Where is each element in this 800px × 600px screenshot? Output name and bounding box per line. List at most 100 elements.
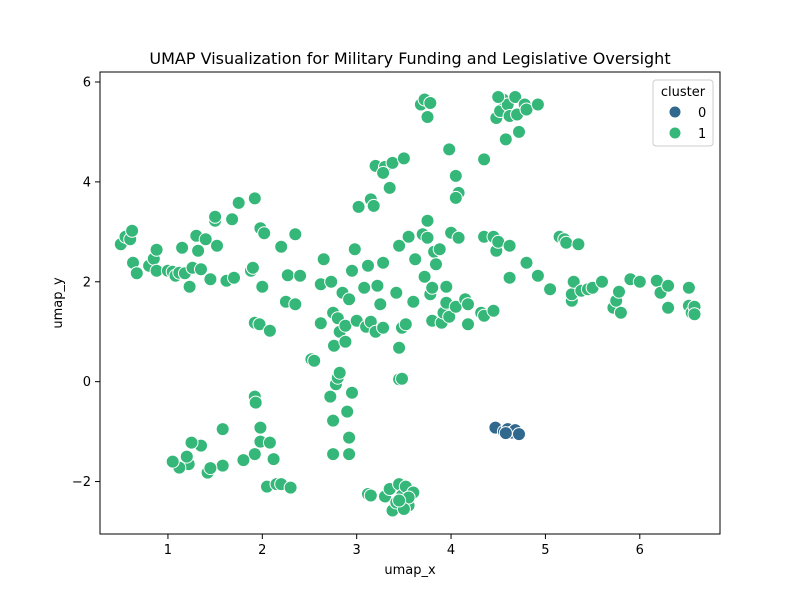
point-cluster-1-67 (366, 198, 381, 213)
legend-marker-0 (668, 105, 682, 119)
point-cluster-1-31 (245, 260, 260, 275)
point-cluster-1-141 (681, 280, 696, 295)
point-cluster-1-140 (661, 300, 676, 315)
point-cluster-1-115 (502, 238, 517, 253)
point-cluster-1-14 (175, 240, 190, 255)
point-cluster-1-80 (392, 238, 407, 253)
point-cluster-1-160 (508, 90, 523, 104)
point-cluster-1-49 (324, 274, 339, 289)
point-cluster-1-82 (396, 151, 411, 166)
point-cluster-1-39 (274, 239, 289, 254)
point-cluster-1-20 (194, 262, 208, 277)
point-cluster-1-89 (420, 213, 435, 228)
point-cluster-1-130 (595, 274, 609, 289)
point-cluster-1-173 (326, 413, 341, 428)
point-cluster-1-148 (448, 168, 463, 183)
point-cluster-0-6 (498, 426, 513, 441)
point-cluster-1-21 (198, 232, 213, 247)
point-cluster-1-112 (486, 303, 501, 318)
point-cluster-1-8 (149, 242, 164, 257)
x-tick-label-6: 6 (636, 543, 644, 558)
point-cluster-1-75 (376, 165, 391, 180)
point-cluster-1-22 (203, 272, 218, 287)
point-cluster-1-16 (182, 279, 197, 294)
point-cluster-1-172 (323, 389, 338, 404)
point-cluster-1-125 (566, 274, 581, 289)
point-cluster-1-196 (203, 461, 218, 476)
point-cluster-1-41 (280, 268, 295, 283)
point-cluster-1-117 (519, 255, 534, 270)
point-cluster-1-25 (210, 238, 224, 253)
legend-marker-1 (668, 126, 682, 140)
legend-box (652, 79, 714, 147)
point-cluster-1-166 (530, 97, 545, 112)
x-tick-label-3: 3 (353, 543, 361, 558)
point-cluster-1-167 (491, 90, 506, 104)
point-cluster-1-59 (347, 242, 362, 257)
point-cluster-1-37 (252, 317, 267, 332)
point-cluster-1-133 (612, 284, 626, 299)
x-tick-label-1: 1 (164, 543, 172, 558)
point-cluster-1-92 (425, 280, 440, 295)
point-cluster-1-145 (687, 307, 702, 322)
point-cluster-1-185 (262, 435, 277, 450)
point-cluster-1-139 (661, 278, 676, 293)
point-cluster-1-200 (179, 449, 194, 464)
point-cluster-1-187 (266, 452, 281, 467)
point-cluster-1-119 (543, 282, 558, 297)
point-cluster-1-72 (376, 255, 391, 270)
point-cluster-1-24 (208, 209, 223, 224)
point-cluster-1-198 (184, 435, 199, 450)
point-cluster-1-35 (255, 279, 270, 294)
x-axis-label: umap_x (384, 563, 436, 578)
point-cluster-1-58 (345, 263, 359, 278)
point-cluster-1-56 (338, 334, 353, 349)
point-cluster-1-43 (288, 297, 303, 312)
x-tick-label-4: 4 (447, 543, 455, 558)
point-cluster-1-191 (283, 480, 298, 495)
x-tick-label-2: 2 (258, 543, 266, 558)
point-cluster-1-38 (262, 323, 277, 338)
point-cluster-1-86 (408, 252, 423, 267)
point-cluster-1-101 (442, 309, 457, 324)
point-cluster-1-186 (247, 447, 262, 462)
point-cluster-1-47 (313, 316, 328, 331)
point-cluster-1-34 (257, 226, 272, 241)
points-layer (113, 90, 702, 518)
point-cluster-1-183 (253, 420, 268, 435)
point-cluster-1-178 (342, 447, 357, 462)
point-cluster-1-154 (420, 110, 435, 124)
point-cluster-1-107 (461, 317, 475, 332)
point-cluster-1-79 (392, 340, 407, 355)
y-tick-label-4: 4 (83, 175, 91, 190)
point-cluster-1-61 (351, 199, 366, 214)
point-cluster-1-106 (461, 297, 475, 312)
point-cluster-1-146 (477, 152, 492, 167)
point-cluster-1-73 (376, 320, 391, 335)
x-tick-label-5: 5 (541, 543, 549, 558)
point-cluster-1-216 (392, 493, 407, 508)
point-cluster-1-180 (395, 371, 409, 386)
y-tick-label--2: −2 (72, 475, 91, 490)
point-cluster-1-85 (406, 294, 421, 309)
point-cluster-1-78 (389, 285, 404, 300)
point-cluster-1-153 (423, 96, 438, 110)
point-cluster-1-126 (571, 237, 586, 252)
point-cluster-1-70 (370, 278, 385, 293)
point-cluster-1-88 (417, 269, 432, 284)
point-cluster-1-19 (191, 243, 206, 258)
axes-layer: 1 2 3 4 5 6 −2 0 2 4 6 (72, 75, 644, 558)
point-cluster-0-5 (512, 427, 526, 442)
point-cluster-1-29 (231, 195, 246, 210)
y-tick-label-6: 6 (83, 75, 91, 90)
point-cluster-1-193 (215, 422, 230, 437)
point-cluster-1-164 (519, 102, 534, 117)
point-cluster-1-134 (613, 305, 628, 320)
point-cluster-1-28 (227, 270, 241, 285)
point-cluster-1-95 (429, 257, 443, 272)
legend-label-1: 1 (698, 127, 706, 142)
point-cluster-1-44 (293, 268, 308, 283)
point-cluster-1-192 (236, 453, 251, 468)
point-cluster-1-162 (512, 124, 526, 139)
point-cluster-1-147 (442, 142, 457, 157)
